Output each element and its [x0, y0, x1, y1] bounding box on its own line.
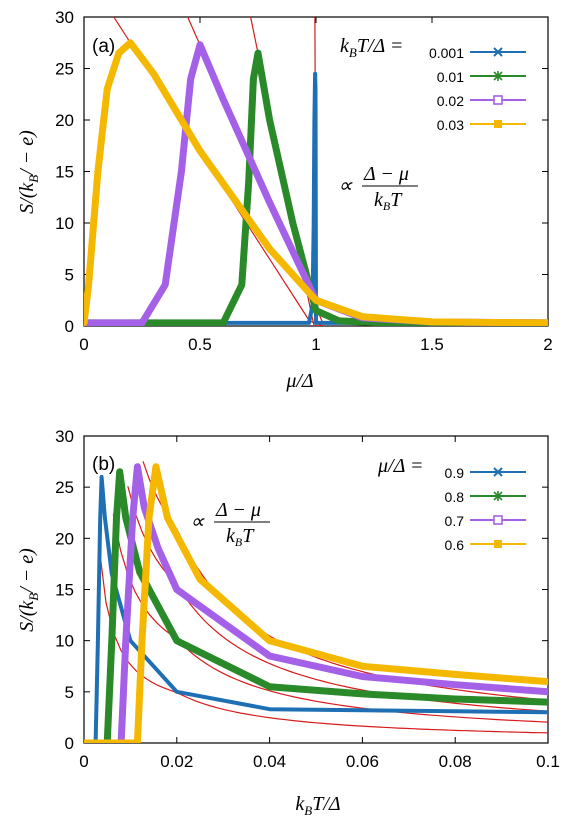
panel-label-a: (a)	[92, 36, 115, 57]
annotation-a: ∝ Δ − μ kBT	[338, 163, 418, 213]
y-tick-label: 15	[55, 163, 74, 182]
fit-curve-0.9	[97, 541, 548, 734]
legend-marker-open-square	[493, 95, 503, 105]
x-axis-label-a: μ/Δ	[285, 370, 313, 392]
legend-marker-filled-square	[494, 540, 502, 548]
y-tick-label: 25	[55, 478, 74, 497]
y-tick-label: 25	[55, 60, 74, 79]
legend-marker-star	[493, 71, 503, 81]
y-axis-label-b: S/(kB/ − e)	[16, 548, 41, 632]
x-tick-label: 0.08	[439, 752, 472, 771]
legend-label-0.01: 0.01	[437, 69, 464, 85]
fit-curve-0.03	[113, 17, 324, 326]
annotation-denominator-b: kBT	[226, 525, 255, 549]
series-a	[84, 39, 548, 326]
annotation-numerator-b: Δ − μ	[215, 499, 261, 521]
x-tick-label: 0	[79, 335, 88, 354]
y-tick-label: 0	[65, 734, 74, 753]
x-tick-label: 0.06	[346, 752, 379, 771]
legend-a: kBT/Δ = 0.001 0.01 0.02 0.03	[340, 35, 526, 133]
y-tick-label: 30	[55, 427, 74, 446]
y-tick-label: 15	[55, 581, 74, 600]
fit-curve-0.7	[127, 486, 548, 712]
legend-marker-filled-square	[494, 120, 502, 128]
x-tick-label: 0	[79, 752, 88, 771]
y-tick-label: 5	[65, 266, 74, 285]
series-line-0.03	[84, 39, 548, 326]
x-axis-label-b: kBT/Δ	[295, 793, 340, 818]
fit-curves-a	[113, 17, 324, 326]
annotation-numerator-a: Δ − μ	[363, 163, 409, 185]
y-tick-label: 20	[55, 529, 74, 548]
legend-marker-star	[493, 491, 503, 501]
legend-marker-open-square	[493, 515, 503, 525]
legend-marker-cross	[493, 47, 503, 57]
y-tick-label: 10	[55, 214, 74, 233]
x-tick-label: 1.5	[420, 335, 444, 354]
x-tick-label: 0.5	[188, 335, 212, 354]
legend-label-0.9: 0.9	[445, 465, 465, 481]
series-line-0.001	[84, 71, 548, 325]
series-line-0.6	[84, 463, 548, 743]
legend-label-0.02: 0.02	[437, 93, 464, 109]
panel-label-b: (b)	[92, 454, 115, 475]
legend-label-0.03: 0.03	[437, 117, 464, 133]
y-tick-label: 0	[65, 317, 74, 336]
x-tick-label: 2	[543, 335, 552, 354]
y-tick-label: 20	[55, 111, 74, 130]
panel-b: 0 0.02 0.04 0.06 0.08 0.1 0 5 10 15 20 25 30 (b) μ/Δ…	[16, 427, 560, 818]
legend-label-0.001: 0.001	[429, 45, 464, 61]
annotation-b: ∝ Δ − μ kBT	[190, 499, 270, 549]
annotation-proportional-b: ∝	[190, 511, 205, 533]
x-tick-label: 0.1	[536, 752, 560, 771]
x-tick-label: 1	[311, 335, 320, 354]
legend-marker-cross	[493, 467, 503, 477]
series-line-0.8	[84, 468, 548, 743]
legend-label-0.7: 0.7	[445, 513, 465, 529]
y-axis-label-a: S/(kB/ − e)	[16, 130, 41, 214]
y-tick-label: 5	[65, 683, 74, 702]
annotation-denominator-a: kBT	[374, 189, 403, 213]
legend-b: μ/Δ = 0.9 0.8 0.7 0.6	[377, 455, 526, 553]
x-tick-label: 0.02	[160, 752, 193, 771]
legend-title-a: kBT/Δ =	[340, 35, 403, 60]
legend-title-b: μ/Δ =	[377, 455, 423, 477]
y-tick-label: 10	[55, 632, 74, 651]
legend-label-0.8: 0.8	[445, 489, 465, 505]
x-tick-label: 0.04	[253, 752, 286, 771]
series-line-0.01	[84, 49, 548, 326]
y-tick-label: 30	[55, 8, 74, 27]
legend-label-0.6: 0.6	[445, 537, 465, 553]
axis-ticks-b: 0 0.02 0.04 0.06 0.08 0.1 0 5 10 15 20 25 30	[55, 427, 560, 771]
annotation-proportional-a: ∝	[338, 175, 353, 197]
series-b	[84, 463, 548, 743]
